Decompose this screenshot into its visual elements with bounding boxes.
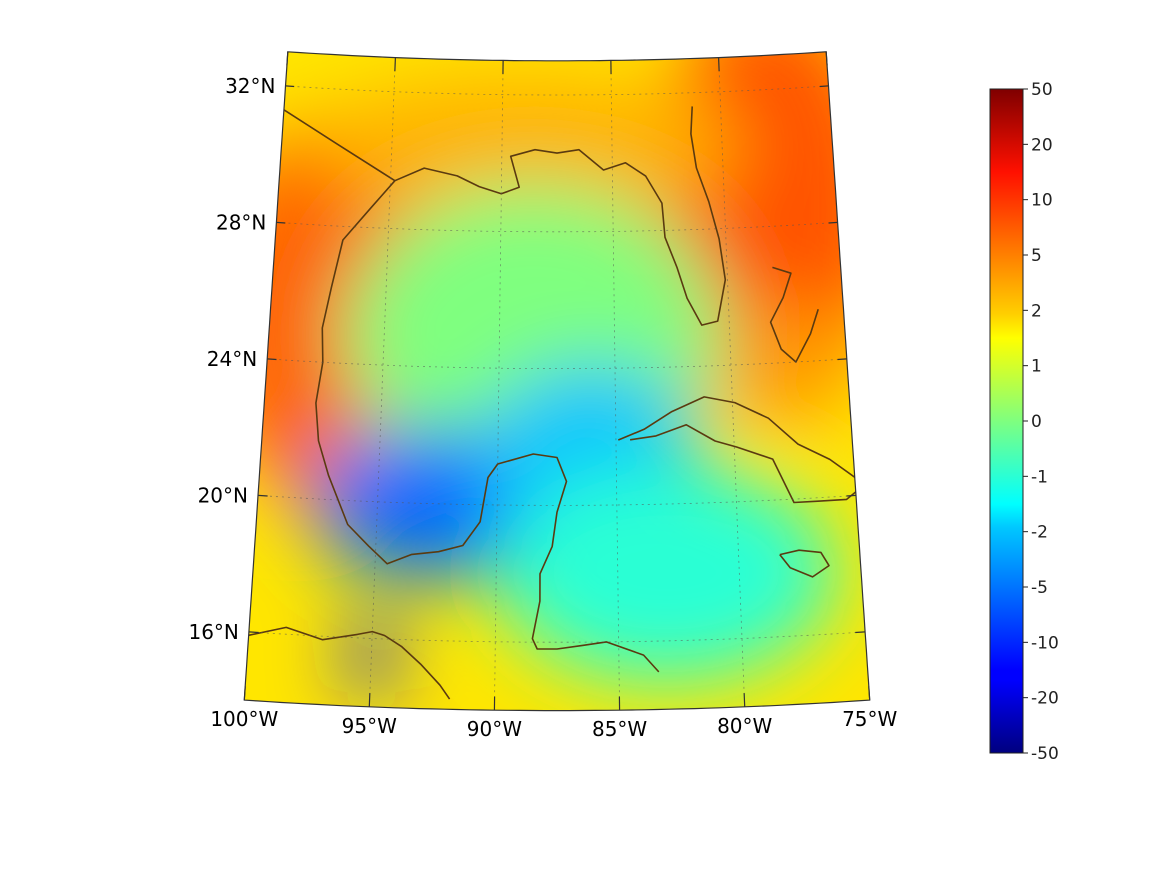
lat-tick [285, 85, 295, 88]
colorbar-tick-label: 50 [1031, 80, 1053, 100]
lat-tick-label: 28°N [216, 210, 266, 234]
lon-tick [717, 57, 720, 72]
lat-tick [248, 631, 259, 634]
lon-tick-label: 80°W [717, 714, 772, 738]
lat-tick [855, 631, 866, 634]
colorbar-tick-label: -50 [1031, 744, 1059, 764]
colorbar-tick-label: 1 [1031, 357, 1042, 377]
meridian-line [610, 60, 620, 711]
meridian-line [368, 57, 396, 707]
graticule [248, 57, 866, 711]
lat-tick-label: 16°N [188, 620, 238, 644]
lon-tick [825, 51, 828, 66]
colorbar-tick-label: 5 [1031, 246, 1042, 266]
meridian-line [718, 57, 746, 707]
coastline-segment [779, 549, 830, 578]
lon-tick-label: 90°W [467, 717, 522, 741]
lon-tick-label: 75°W [842, 707, 897, 731]
parallel-line [276, 222, 838, 233]
parallel-line [248, 631, 866, 643]
lat-tick [258, 494, 268, 497]
lon-tick-label: 100°W [210, 707, 278, 731]
colorbar-tick-label: -1 [1031, 467, 1048, 487]
lon-tick [286, 51, 289, 66]
lon-tick [368, 693, 371, 707]
longitude-labels: 100°W 95°W 90°W 85°W 80°W 75°W [210, 707, 897, 741]
lon-tick [868, 686, 871, 701]
parallel-line [285, 85, 829, 96]
lat-tick-label: 20°N [198, 483, 248, 507]
coastline-segment [283, 106, 727, 326]
colorbar-tick-label: -10 [1031, 633, 1059, 653]
coastline-segment [248, 626, 451, 700]
lon-tick [394, 57, 397, 72]
lat-tick-label: 24°N [207, 347, 257, 371]
parallel-line [267, 358, 847, 369]
parallel-line [257, 495, 857, 506]
colorbar-scale [989, 88, 1024, 754]
lat-tick [846, 494, 856, 497]
meridian-line [494, 60, 504, 711]
coastline-segment [769, 266, 819, 363]
colorbar-tick-label: -5 [1031, 578, 1048, 598]
lat-tick [819, 85, 829, 88]
lat-tick [837, 358, 847, 361]
frame-ticks [243, 51, 871, 711]
lon-tick [243, 686, 246, 701]
colorbar-tick-label: 0 [1031, 412, 1042, 432]
colorbar-tick-label: 20 [1031, 135, 1053, 155]
lat-tick [276, 221, 286, 224]
lon-tick-label: 95°W [342, 714, 397, 738]
field-region-gulf-of-tehuantepec-cold [349, 615, 394, 696]
lat-tick-label: 32°N [225, 74, 275, 98]
field-region-north-gulf-coast [304, 76, 744, 217]
latitude-labels: 32°N 28°N 24°N 20°N 16°N [188, 74, 275, 644]
coastline-segment [315, 180, 660, 673]
colorbar-tick-label: 10 [1031, 191, 1053, 211]
colorbar-tick-label: -20 [1031, 689, 1059, 709]
colorbar-tick-label: 2 [1031, 301, 1042, 321]
lon-tick-label: 85°W [592, 717, 647, 741]
colorbar-tick-label: -2 [1031, 523, 1048, 543]
lon-tick [743, 693, 746, 707]
lat-tick [267, 358, 277, 361]
field-region-caribbean-west [496, 462, 837, 683]
lat-tick [828, 221, 838, 224]
